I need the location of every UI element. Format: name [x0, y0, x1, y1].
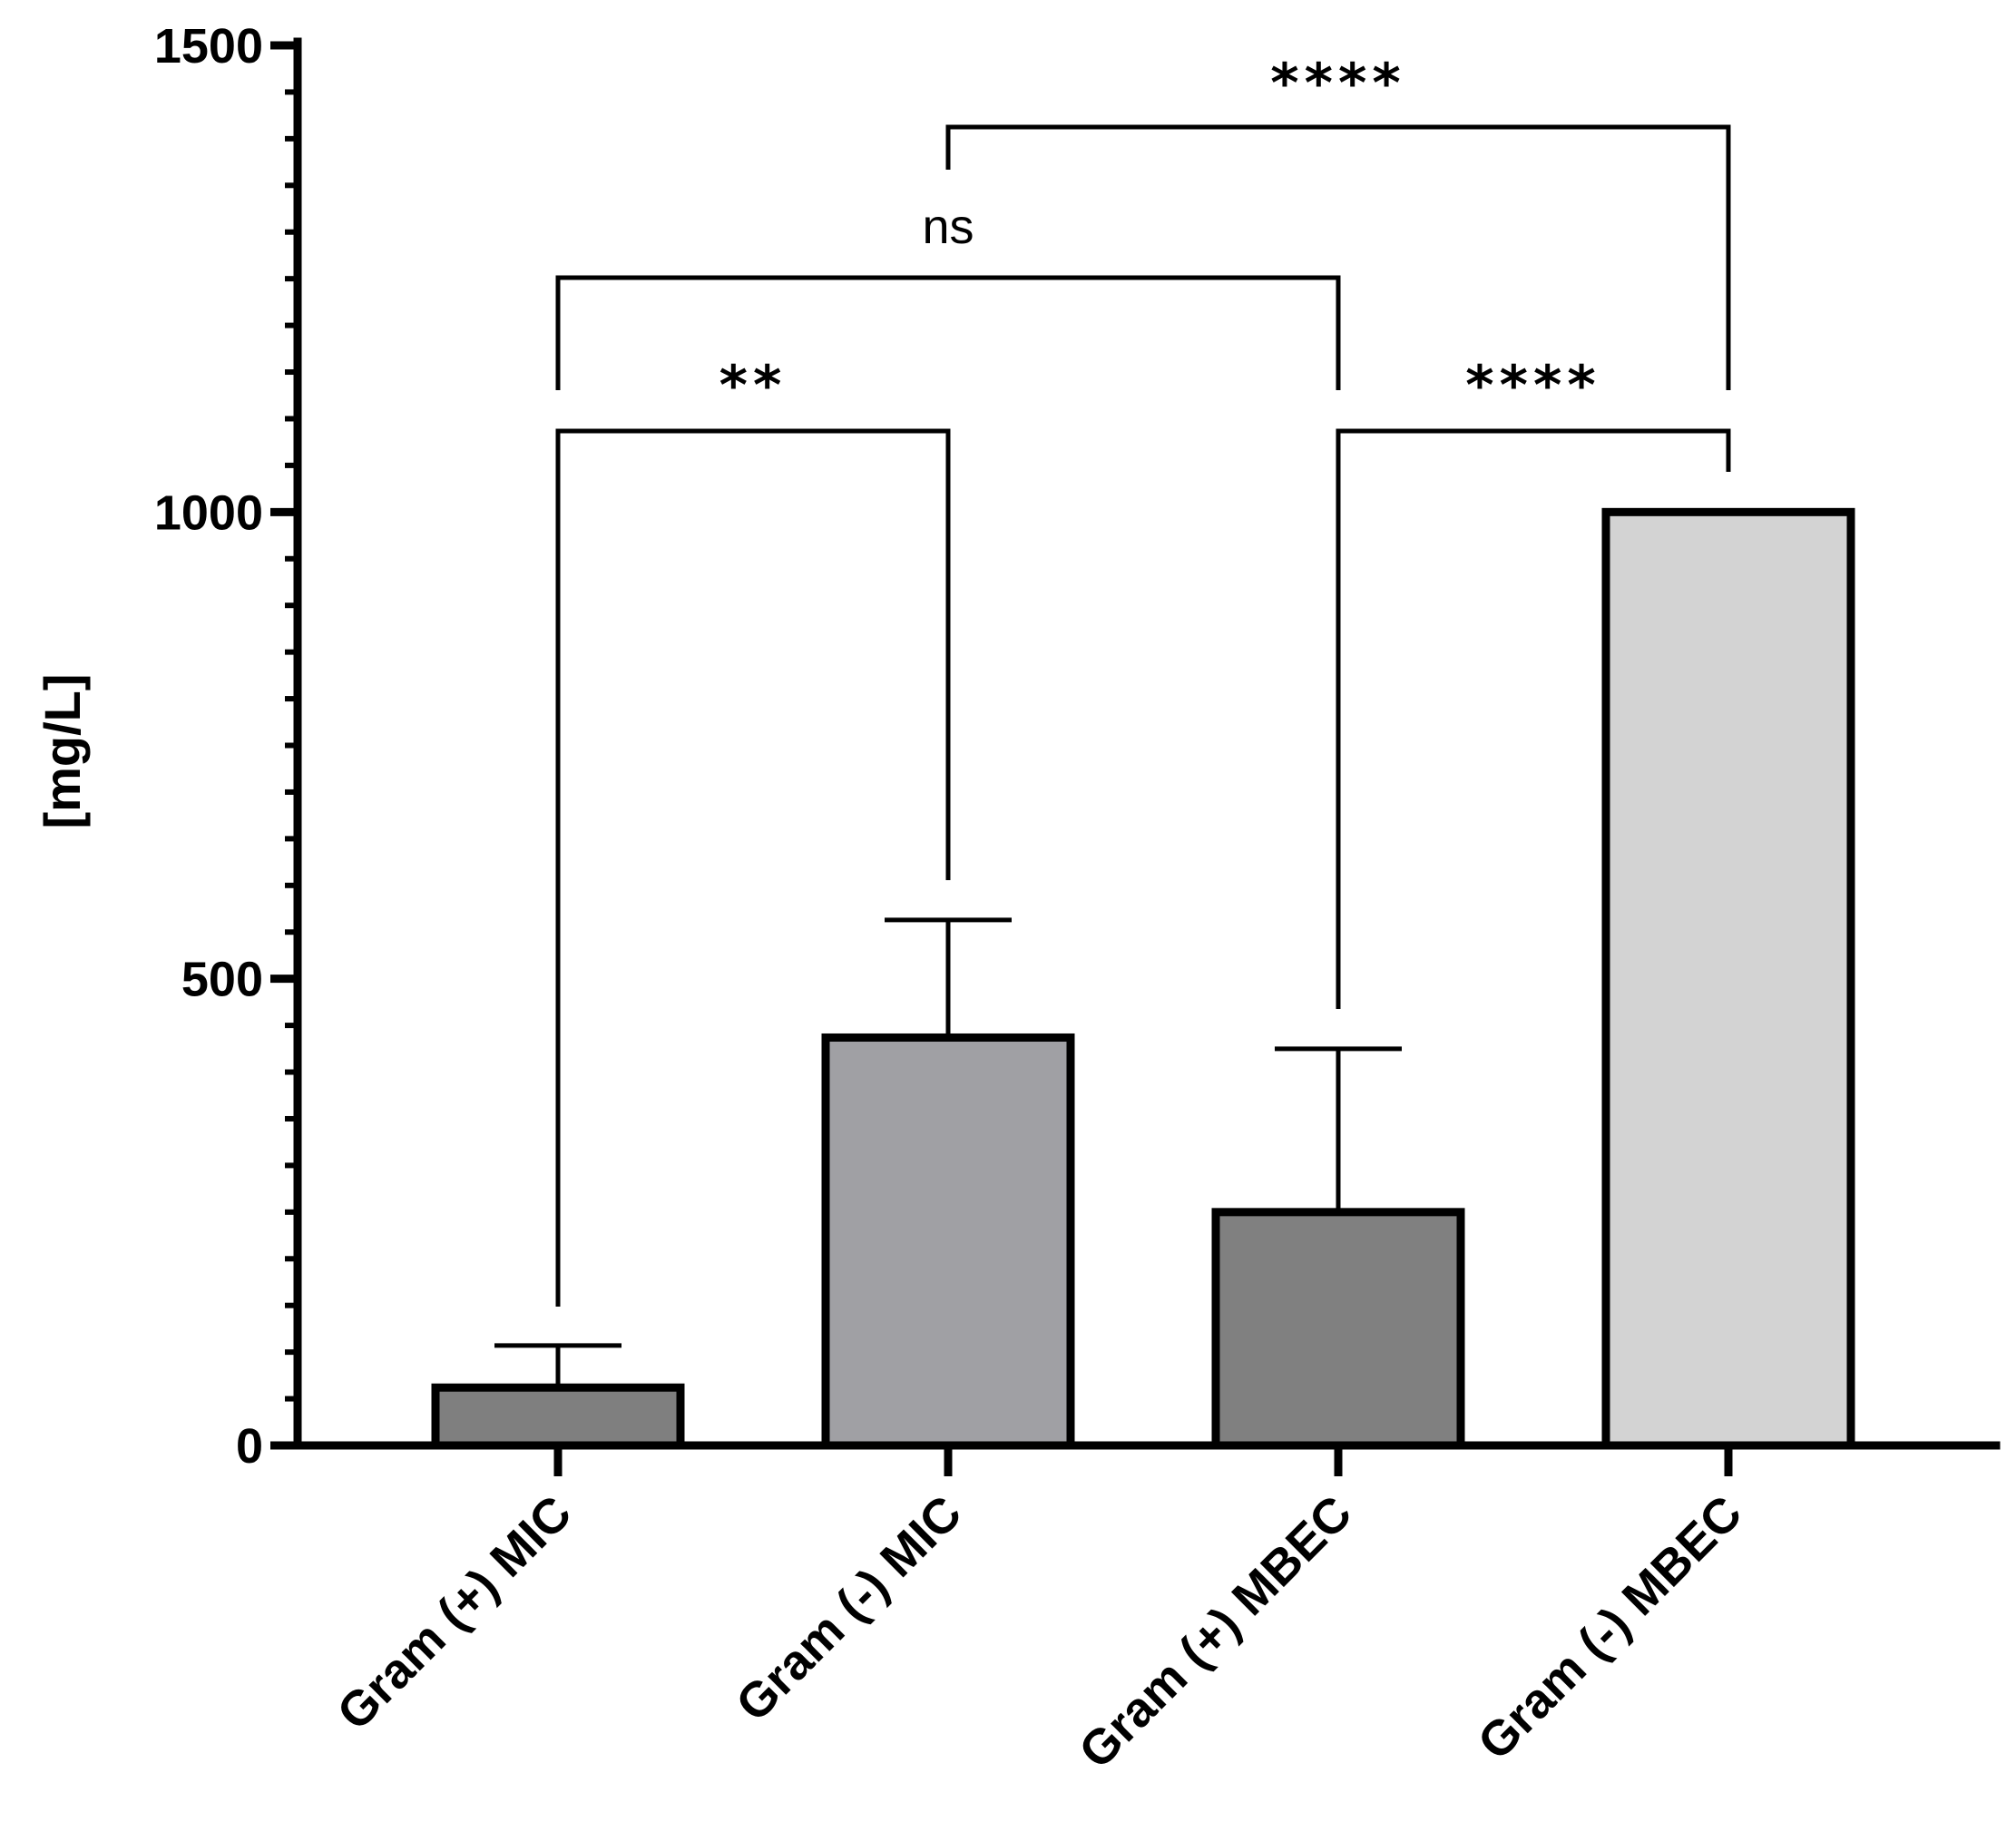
significance-label: ns — [922, 200, 974, 254]
y-tick-label: 500 — [181, 953, 263, 1007]
x-tick-label: Gram (+) MIC — [327, 1485, 582, 1740]
significance-label: ** — [719, 354, 788, 417]
significance-brackets: ** ns **** **** — [555, 52, 1731, 1307]
x-tick-label: Gram (-) MBEC — [1468, 1485, 1753, 1770]
bar — [431, 1383, 685, 1450]
y-axis: 0 500 1000 1500 — [154, 19, 302, 1474]
significance-label: **** — [1270, 52, 1406, 115]
y-tick-label: 1000 — [154, 485, 263, 540]
x-tick-label: Gram (+) MBEC — [1069, 1485, 1363, 1779]
significance-bracket — [555, 275, 1341, 390]
bars — [431, 507, 1855, 1450]
significance-bracket — [945, 124, 1731, 390]
error-bars — [494, 917, 1402, 1388]
x-tick-label: Gram (-) MIC — [726, 1485, 973, 1732]
y-tick-label: 0 — [236, 1419, 263, 1474]
significance-bracket — [555, 428, 951, 1307]
y-axis-label: [mg/L] — [34, 673, 91, 828]
bar — [1211, 1208, 1465, 1450]
significance-bracket — [1336, 428, 1731, 1009]
bar — [821, 1033, 1075, 1450]
x-axis: Gram (+) MIC Gram (-) MIC Gram (+) MBEC Gra… — [293, 1441, 2001, 1779]
y-tick-label: 1500 — [154, 19, 263, 73]
bar — [1601, 507, 1855, 1450]
significance-label: **** — [1465, 354, 1601, 417]
